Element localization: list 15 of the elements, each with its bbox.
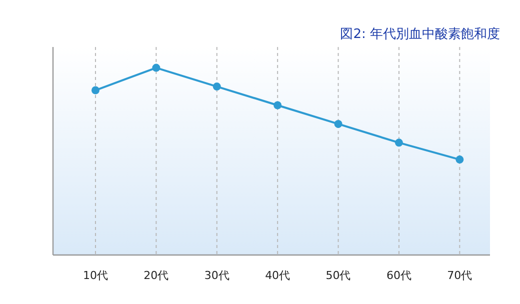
point [456,156,464,164]
x-tick-label: 20代 [144,269,169,282]
x-tick-label: 10代 [82,269,108,282]
x-tick-label: 50代 [326,269,351,282]
point [212,82,221,91]
x-tick-label: 40代 [265,269,290,282]
point [394,138,403,147]
point [91,86,100,94]
point [274,101,282,110]
point [334,120,342,128]
x-tick-label: 70代 [447,269,472,282]
x-tick-label: 60代 [386,269,412,282]
point [152,64,160,72]
chart-title: 図2: 年代別血中酸素飽和度 [340,26,500,42]
x-tick-label: 30代 [204,269,230,282]
